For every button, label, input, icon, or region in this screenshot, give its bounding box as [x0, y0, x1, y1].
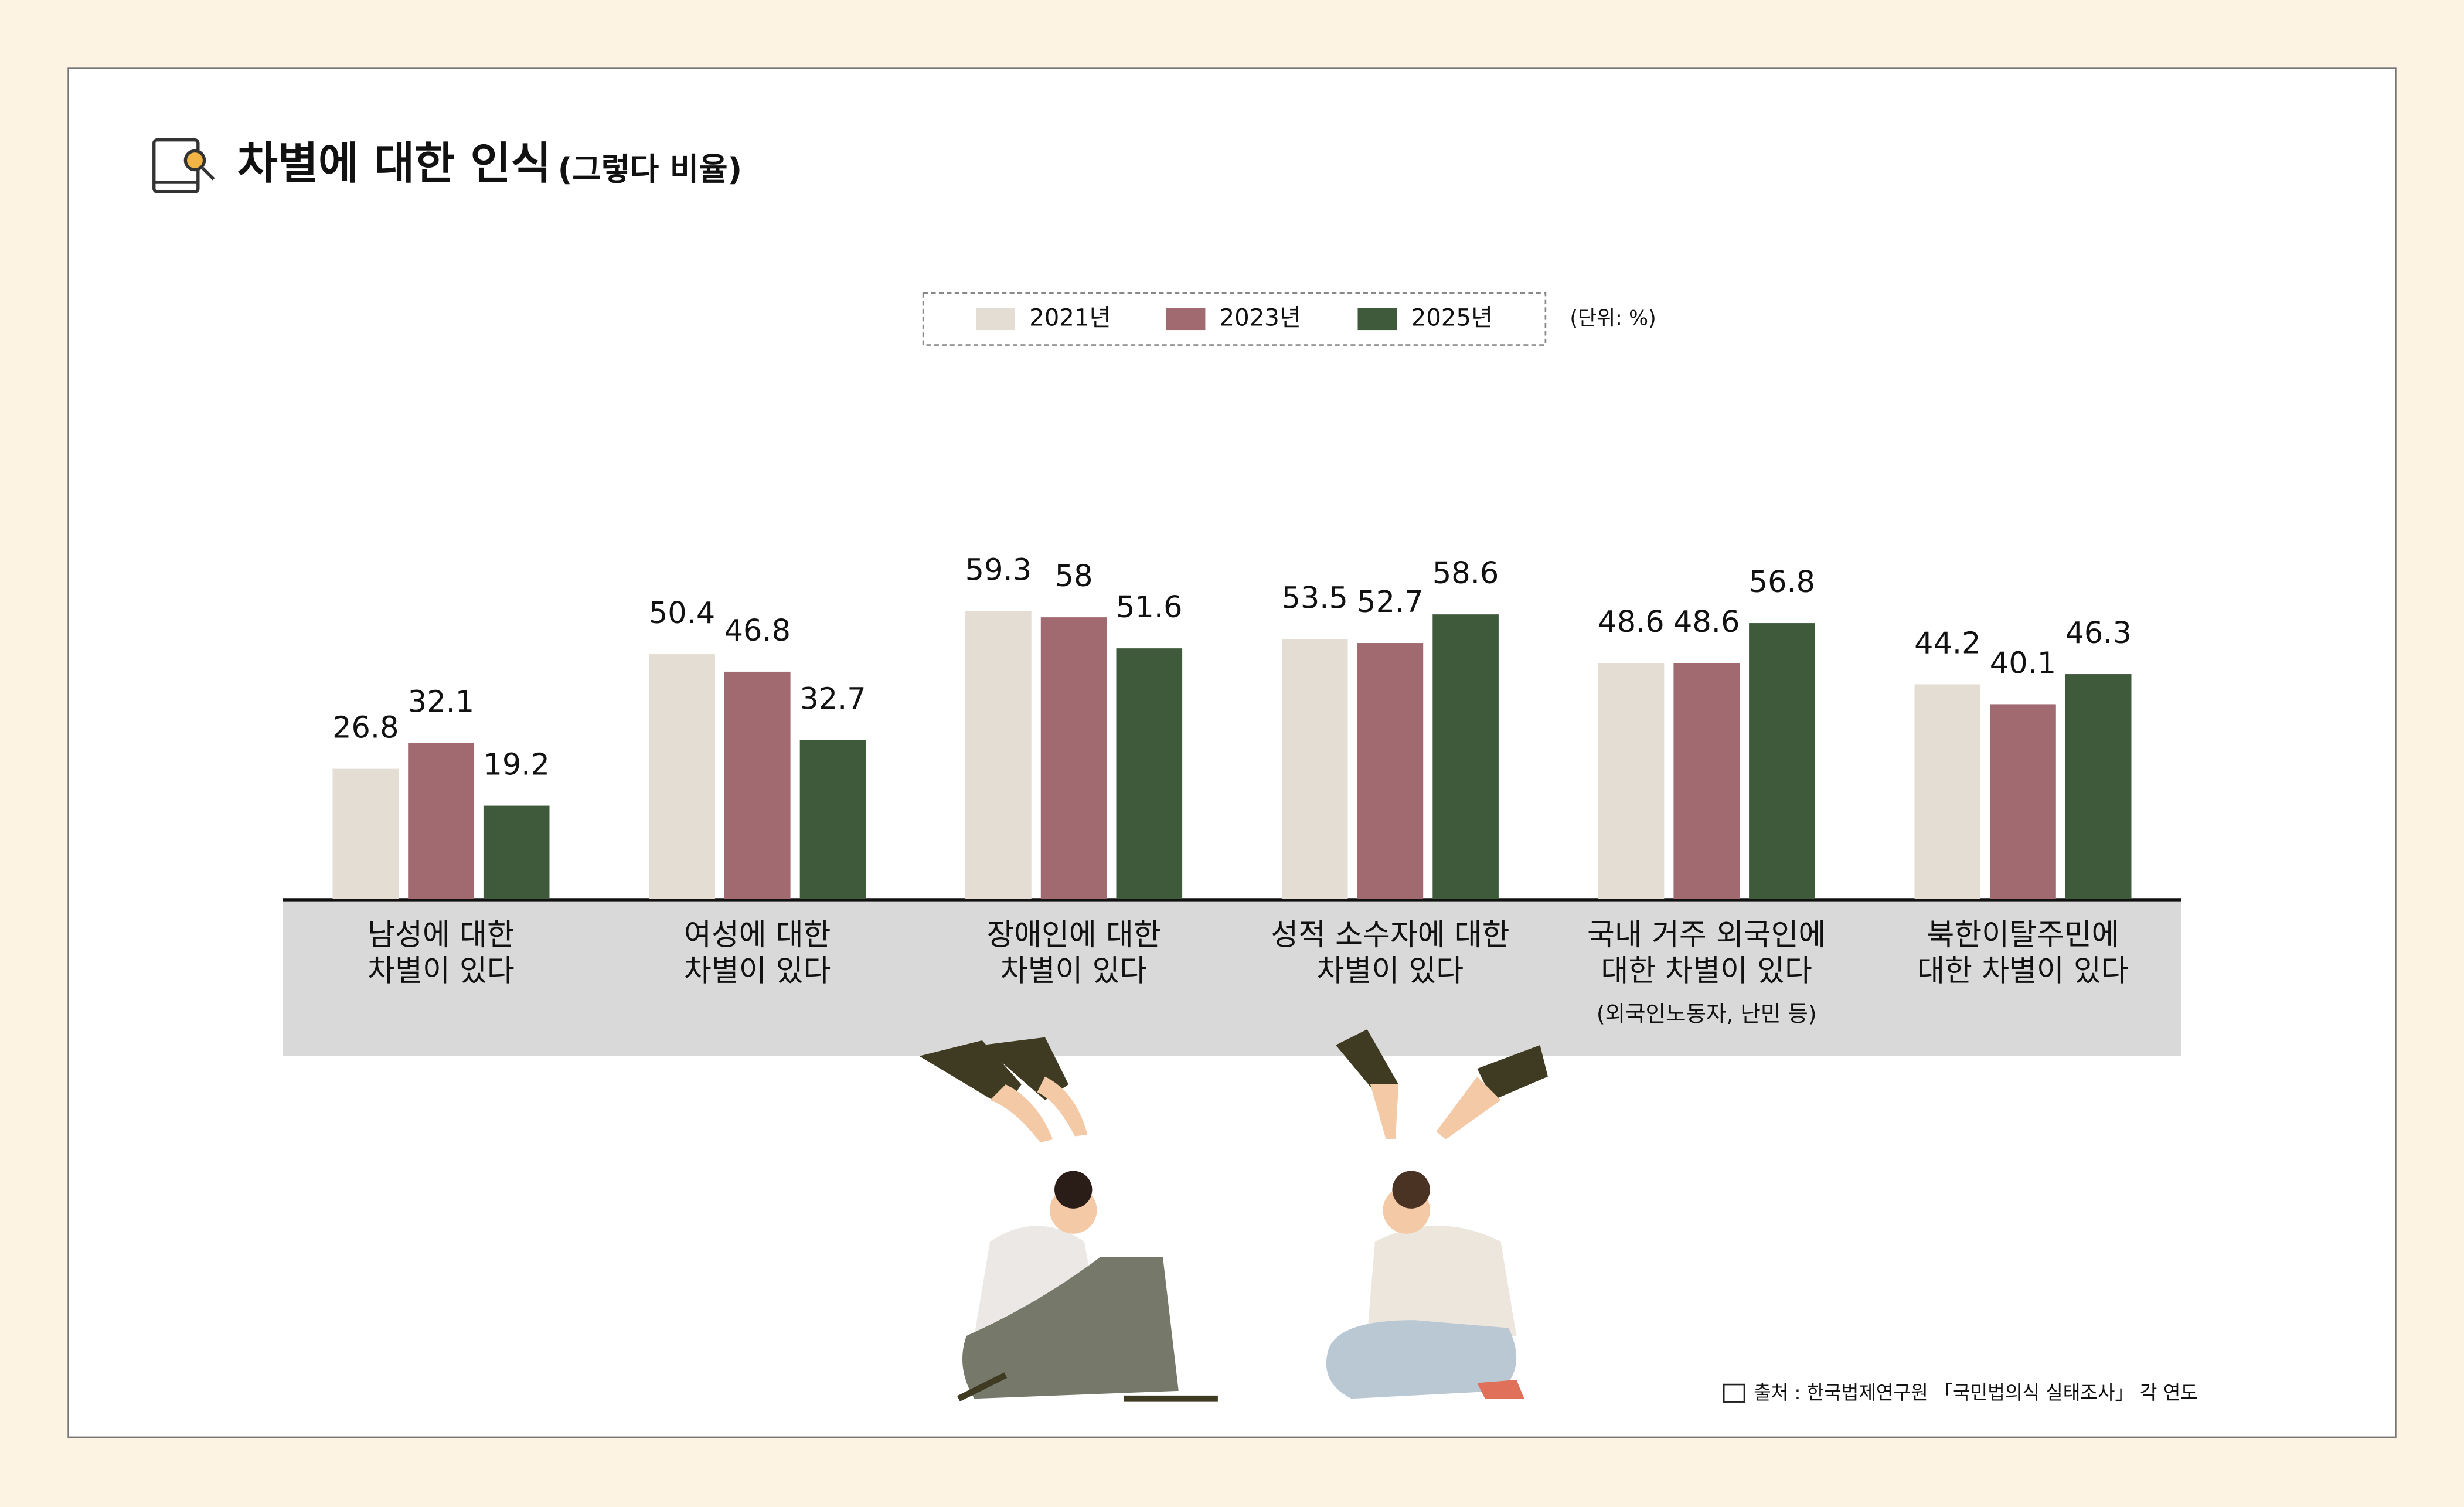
- bar: [1116, 648, 1183, 899]
- source: 출처 : 한국법제연구원 「국민법의식 실태조사」 각 연도: [1754, 1382, 2198, 1404]
- bar: [408, 743, 474, 899]
- bar: [1673, 663, 1740, 899]
- x-tick-label: 차별이 있다: [1317, 954, 1464, 989]
- x-tick-label: 대한 차별이 있다: [1917, 954, 2128, 989]
- value-label: 59.3: [965, 553, 1032, 587]
- value-label: 50.4: [649, 596, 715, 631]
- value-label: 48.6: [1598, 605, 1664, 639]
- x-tick-label: 장애인에 대한: [986, 918, 1160, 952]
- legend-swatch: [975, 308, 1016, 331]
- bar: [2065, 674, 2132, 899]
- legend-label: 2021년: [1029, 304, 1111, 331]
- value-label: 40.1: [1990, 646, 2056, 681]
- x-tick-label: 성적 소수자에 대한: [1271, 918, 1509, 952]
- value-label: 58: [1055, 559, 1093, 594]
- x-tick-label: 차별이 있다: [1000, 954, 1148, 989]
- bar: [483, 805, 550, 899]
- x-tick-label: 남성에 대한: [367, 918, 515, 952]
- annotation: (외국인노동자, 난민 등): [1597, 1001, 1817, 1027]
- x-tick-label: 차별이 있다: [684, 954, 831, 989]
- chart-title: 차별에 대한 인식: [237, 138, 552, 189]
- legend-swatch: [1166, 308, 1206, 331]
- illustration-right: [1326, 1029, 1548, 1399]
- value-label: 51.6: [1116, 590, 1182, 625]
- x-tick-label: 북한이탈주민에: [1927, 918, 2119, 952]
- illustration-left: [919, 1037, 1218, 1402]
- value-label: 26.8: [332, 711, 399, 746]
- chart-subtitle: (그렇다 비율): [558, 151, 742, 188]
- bar: [1357, 643, 1424, 899]
- bar: [965, 611, 1032, 899]
- legend-box: [922, 292, 1547, 346]
- value-label: 53.5: [1281, 581, 1347, 615]
- value-label: 44.2: [1914, 626, 1980, 661]
- title-icon: [152, 138, 215, 193]
- value-label: 19.2: [483, 748, 549, 783]
- bar: [1432, 614, 1499, 899]
- bar: [1040, 617, 1107, 899]
- bar: [649, 654, 715, 899]
- value-label: 32.7: [799, 682, 866, 717]
- bar: [1281, 639, 1348, 899]
- value-label: 46.8: [724, 614, 791, 648]
- bar: [1598, 663, 1665, 899]
- value-label: 56.8: [1749, 565, 1815, 600]
- unit-label: (단위: %): [1570, 307, 1656, 330]
- bar: [1749, 623, 1815, 899]
- value-label: 52.7: [1357, 585, 1423, 620]
- source-icon: [1723, 1383, 1745, 1403]
- x-tick-label: 여성에 대한: [684, 918, 831, 952]
- x-tick-label: 국내 거주 외국인에: [1587, 918, 1826, 952]
- legend-label: 2025년: [1411, 304, 1493, 331]
- value-label: 32.1: [408, 685, 474, 720]
- value-label: 48.6: [1673, 605, 1740, 639]
- bar: [799, 740, 866, 899]
- x-tick-label: 대한 차별이 있다: [1601, 954, 1812, 989]
- value-label: 58.6: [1432, 556, 1499, 591]
- x-tick-label: 차별이 있다: [367, 954, 515, 989]
- bar: [332, 768, 399, 899]
- bar: [1990, 704, 2056, 899]
- value-label: 46.3: [2065, 616, 2131, 651]
- bar: [1914, 684, 1981, 899]
- legend-label: 2023년: [1220, 304, 1301, 331]
- category-band: [283, 899, 2181, 1056]
- bar: [724, 671, 791, 899]
- legend-swatch: [1357, 308, 1397, 331]
